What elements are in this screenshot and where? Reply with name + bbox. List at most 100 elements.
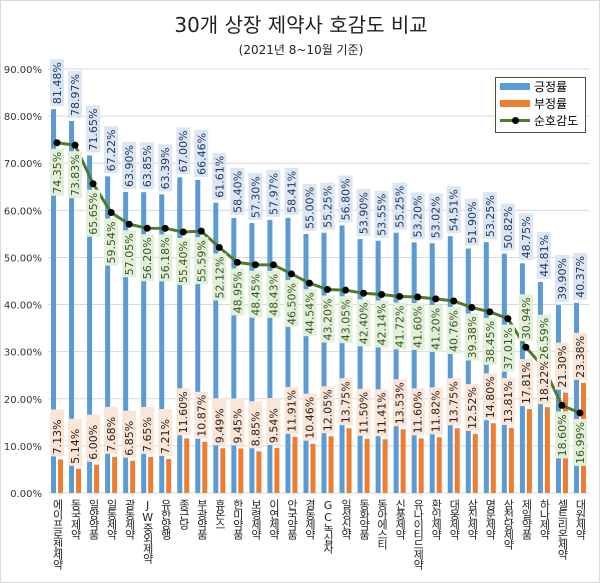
data-label-net-bg — [122, 230, 137, 278]
data-label-net: 44.54% — [303, 292, 316, 334]
data-label-negative-bg — [374, 389, 389, 437]
data-label-net: 57.05% — [123, 233, 136, 275]
data-label-net: 43.05% — [340, 299, 353, 341]
data-label-negative-bg — [500, 377, 515, 425]
legend-swatch-negative — [500, 100, 530, 107]
bar-positive — [375, 240, 381, 493]
data-label-net-bg — [158, 234, 173, 282]
bar-positive — [501, 253, 507, 493]
data-label-net: 39.38% — [466, 317, 479, 359]
data-label-negative: 7.68% — [105, 417, 118, 452]
data-label-positive-group: 40.37% — [572, 252, 587, 300]
bar-negative — [364, 438, 370, 493]
data-label-positive: 55.25% — [394, 186, 407, 228]
data-label-net-group: 56.18% — [158, 234, 173, 282]
data-label-positive-group: 54.51% — [446, 186, 461, 234]
data-label-net: 26.59% — [538, 318, 551, 360]
x-tick-label: 일동제약 — [105, 499, 119, 539]
point-net — [342, 286, 350, 294]
point-net — [305, 279, 313, 287]
point-net — [161, 224, 169, 232]
bar-negative — [274, 448, 280, 493]
data-label-positive-bg — [158, 144, 173, 192]
point-net — [287, 270, 295, 278]
data-label-positive-bg — [140, 142, 155, 190]
bar-negative — [166, 459, 172, 493]
bar-negative — [526, 409, 532, 493]
data-label-net-bg — [536, 314, 551, 362]
legend-label: 순호감도 — [534, 114, 579, 128]
data-label-net-group: 48.43% — [266, 270, 281, 318]
data-label-net-bg — [392, 302, 407, 350]
x-tick-label: 동아에스티 — [375, 499, 389, 549]
x-tick-label: 동화약품 — [357, 499, 371, 539]
legend-label: 부정률 — [534, 97, 568, 111]
data-label-positive: 71.65% — [87, 108, 100, 150]
data-label-positive-group: 55.00% — [302, 183, 317, 231]
data-label-net-bg — [248, 270, 263, 318]
data-label-negative: 10.87% — [195, 395, 208, 437]
bar-negative — [238, 448, 244, 493]
data-label-negative: 9.45% — [231, 409, 244, 444]
data-label-net-group: 43.20% — [320, 295, 335, 343]
point-net — [233, 258, 241, 266]
bar-positive — [123, 191, 129, 493]
legend-label: 긍정률 — [534, 80, 568, 94]
bar-positive — [267, 219, 273, 493]
data-label-negative-bg — [176, 388, 191, 436]
bar-negative — [220, 448, 226, 493]
x-tick-label: 유한양행 — [159, 499, 173, 539]
data-label-positive: 66.46% — [195, 133, 208, 175]
data-label-positive-group: 58.40% — [230, 167, 245, 215]
data-label-net-group: 65.65% — [86, 189, 101, 237]
data-label-negative-bg — [482, 373, 497, 421]
data-label-negative-bg — [248, 401, 263, 449]
data-label-net: 41.60% — [412, 306, 425, 348]
bar-negative — [130, 460, 136, 493]
data-label-positive-bg — [86, 105, 101, 153]
data-label-positive: 56.80% — [340, 178, 353, 220]
data-label-negative-group: 21.30% — [554, 342, 569, 390]
bar-positive — [483, 242, 489, 493]
data-label-negative-bg — [338, 378, 353, 426]
point-net — [269, 261, 277, 269]
data-label-positive: 54.51% — [448, 189, 461, 231]
data-label-net: 48.43% — [267, 274, 280, 316]
bar-positive — [159, 194, 165, 493]
data-label-net: 56.18% — [159, 237, 172, 279]
y-tick-label: 30.00% — [4, 348, 42, 359]
data-label-negative-group: 10.46% — [302, 393, 317, 441]
bar-negative — [328, 436, 334, 493]
data-label-positive-group: 61.61% — [212, 152, 227, 200]
data-label-net-group: 42.40% — [356, 299, 371, 347]
data-label-positive: 40.37% — [574, 256, 587, 298]
bar-positive — [105, 176, 111, 494]
x-tick-label: 안국약품 — [285, 499, 299, 539]
data-label-negative-group: 5.14% — [68, 418, 83, 466]
data-label-positive-bg — [176, 127, 191, 175]
bar-negative — [508, 427, 514, 493]
data-label-negative-group: 6.00% — [86, 414, 101, 462]
x-tick-label: 대원제약 — [573, 499, 587, 539]
point-net — [143, 224, 151, 232]
data-label-net: 55.59% — [195, 240, 208, 282]
point-net — [324, 285, 332, 293]
data-label-negative: 18.22% — [538, 360, 551, 402]
data-label-positive-group: 57.30% — [248, 173, 263, 221]
data-label-net-bg — [518, 294, 533, 342]
data-label-negative-bg — [194, 391, 209, 439]
data-label-negative: 13.75% — [448, 381, 461, 423]
bar-positive — [447, 236, 453, 493]
data-label-net-bg — [482, 317, 497, 365]
data-label-negative-group: 7.21% — [158, 409, 173, 457]
data-label-positive: 53.20% — [412, 195, 425, 237]
data-label-net: 16.99% — [574, 422, 587, 464]
data-label-net-group: 56.20% — [140, 234, 155, 282]
y-tick-label: 80.00% — [4, 112, 42, 123]
data-label-positive-bg — [338, 175, 353, 223]
data-label-net-bg — [104, 218, 119, 266]
data-label-net-group: 55.59% — [194, 237, 209, 285]
data-label-negative: 23.38% — [574, 336, 587, 378]
data-label-positive: 81.48% — [51, 62, 64, 104]
